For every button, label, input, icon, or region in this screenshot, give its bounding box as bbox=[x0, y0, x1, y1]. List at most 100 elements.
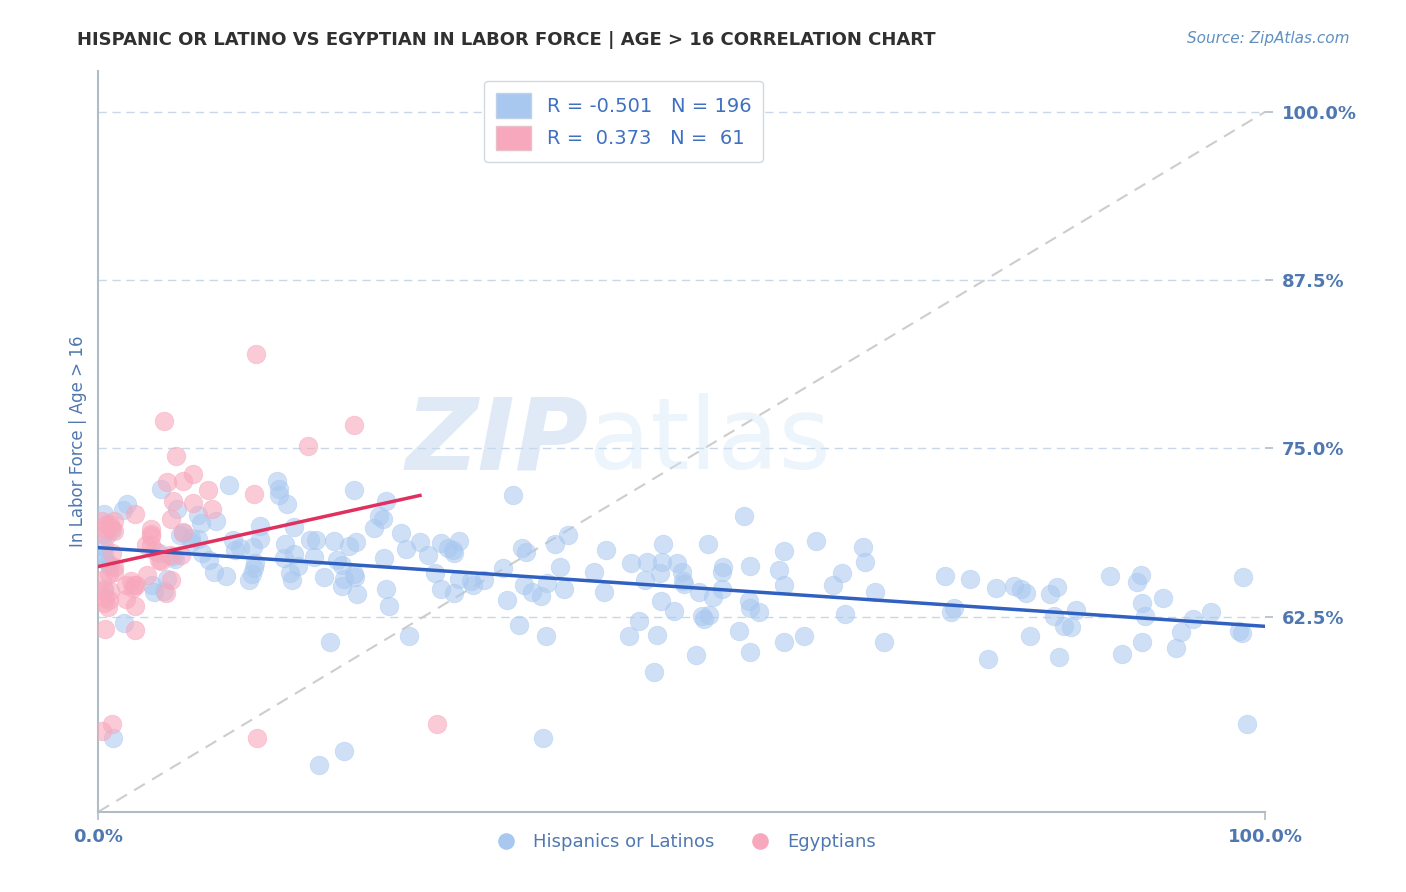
Point bbox=[90, 723, 112, 738]
Point bbox=[343, 570, 366, 584]
Point bbox=[103, 560, 125, 574]
Point bbox=[172, 475, 194, 489]
Point bbox=[662, 604, 685, 618]
Point bbox=[170, 549, 193, 563]
Point bbox=[1232, 569, 1254, 583]
Point bbox=[943, 600, 966, 615]
Point bbox=[472, 573, 495, 587]
Point bbox=[513, 578, 536, 592]
Point bbox=[443, 546, 465, 560]
Point bbox=[984, 581, 1007, 595]
Point bbox=[1111, 647, 1133, 661]
Point bbox=[245, 347, 267, 361]
Point bbox=[159, 573, 181, 587]
Point bbox=[831, 566, 853, 580]
Point bbox=[103, 515, 125, 529]
Point bbox=[367, 508, 389, 523]
Point bbox=[139, 527, 162, 541]
Point bbox=[1170, 625, 1192, 640]
Point bbox=[222, 533, 245, 548]
Point bbox=[852, 540, 875, 554]
Point bbox=[332, 572, 354, 586]
Point bbox=[243, 561, 266, 575]
Point bbox=[112, 616, 135, 631]
Point bbox=[122, 581, 145, 595]
Point bbox=[1133, 608, 1156, 623]
Point bbox=[711, 559, 734, 574]
Point bbox=[645, 628, 668, 642]
Point bbox=[124, 507, 146, 521]
Point bbox=[1019, 629, 1042, 643]
Text: ZIP: ZIP bbox=[405, 393, 589, 490]
Point bbox=[152, 583, 174, 598]
Point bbox=[648, 566, 671, 580]
Point bbox=[1099, 569, 1122, 583]
Point bbox=[651, 555, 673, 569]
Point bbox=[863, 585, 886, 599]
Point bbox=[460, 574, 482, 589]
Point bbox=[101, 546, 124, 560]
Point bbox=[959, 572, 981, 586]
Point bbox=[98, 567, 121, 582]
Point bbox=[101, 717, 124, 731]
Point bbox=[557, 528, 579, 542]
Point bbox=[135, 539, 157, 553]
Point bbox=[636, 555, 658, 569]
Point bbox=[426, 717, 449, 731]
Point bbox=[595, 542, 617, 557]
Point bbox=[278, 566, 301, 581]
Point bbox=[273, 537, 295, 551]
Point bbox=[240, 567, 263, 582]
Point bbox=[941, 605, 963, 619]
Point bbox=[343, 566, 366, 581]
Point bbox=[266, 474, 288, 488]
Point bbox=[346, 587, 368, 601]
Point bbox=[94, 591, 117, 605]
Point bbox=[287, 558, 309, 573]
Point bbox=[98, 517, 121, 532]
Point bbox=[447, 533, 470, 548]
Point bbox=[1053, 618, 1076, 632]
Point bbox=[190, 516, 212, 530]
Point bbox=[461, 578, 484, 592]
Point bbox=[318, 635, 340, 649]
Point bbox=[124, 599, 146, 614]
Point bbox=[267, 488, 290, 502]
Point bbox=[323, 534, 346, 549]
Point bbox=[115, 577, 138, 591]
Point bbox=[93, 596, 115, 610]
Point bbox=[198, 553, 221, 567]
Point bbox=[187, 532, 209, 546]
Point bbox=[97, 599, 120, 614]
Point bbox=[93, 548, 115, 562]
Point bbox=[1130, 635, 1153, 649]
Point bbox=[363, 521, 385, 535]
Point bbox=[1064, 603, 1087, 617]
Point bbox=[141, 522, 163, 536]
Point bbox=[502, 488, 524, 502]
Point bbox=[229, 541, 252, 556]
Point bbox=[593, 584, 616, 599]
Point bbox=[1046, 580, 1069, 594]
Point bbox=[96, 516, 118, 531]
Point bbox=[688, 584, 710, 599]
Point bbox=[90, 573, 112, 587]
Legend: Hispanics or Latinos, Egyptians: Hispanics or Latinos, Egyptians bbox=[481, 826, 883, 858]
Point bbox=[553, 582, 575, 596]
Point bbox=[160, 512, 183, 526]
Point bbox=[1230, 625, 1253, 640]
Point bbox=[180, 531, 202, 545]
Point bbox=[1182, 612, 1205, 626]
Point bbox=[141, 578, 163, 592]
Point bbox=[1043, 608, 1066, 623]
Point bbox=[666, 557, 689, 571]
Point bbox=[738, 594, 761, 608]
Text: HISPANIC OR LATINO VS EGYPTIAN IN LABOR FORCE | AGE > 16 CORRELATION CHART: HISPANIC OR LATINO VS EGYPTIAN IN LABOR … bbox=[77, 31, 936, 49]
Point bbox=[423, 566, 446, 581]
Point bbox=[267, 482, 290, 496]
Text: Source: ZipAtlas.com: Source: ZipAtlas.com bbox=[1187, 31, 1350, 46]
Point bbox=[627, 614, 650, 628]
Point bbox=[117, 497, 139, 511]
Point bbox=[344, 534, 367, 549]
Point bbox=[711, 582, 734, 597]
